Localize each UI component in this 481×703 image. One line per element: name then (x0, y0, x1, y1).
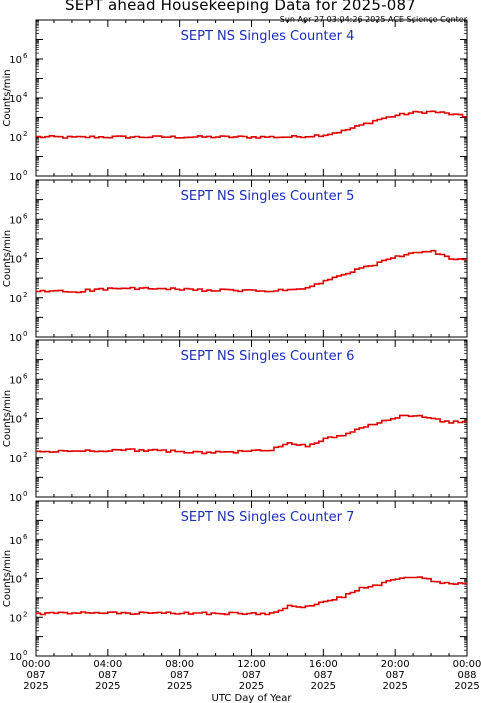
y-tick-label-base: 10 (9, 215, 22, 226)
panel-title: SEPT NS Singles Counter 5 (181, 189, 355, 204)
y-tick-label-base: 10 (9, 375, 22, 386)
y-tick-label-base: 10 (9, 94, 22, 105)
x-tick-label-day: 087 (386, 670, 405, 681)
y-tick-label-exponent: 4 (23, 91, 28, 99)
y-tick-label-base: 10 (9, 613, 22, 624)
y-tick-label-exponent: 4 (23, 572, 28, 580)
page-title: SEPT ahead Housekeeping Data for 2025-08… (65, 0, 416, 14)
y-tick-label-exponent: 0 (23, 330, 27, 338)
x-tick-label-time: 08:00 (165, 659, 194, 670)
x-tick-label-day: 087 (98, 670, 117, 681)
data-series-line (36, 110, 467, 139)
x-tick-label-year: 2025 (239, 681, 264, 692)
x-tick-label-year: 2025 (311, 681, 336, 692)
panel-title: SEPT NS Singles Counter 6 (181, 349, 355, 364)
y-axis-label: Counts/min (2, 69, 13, 126)
y-tick-label-exponent: 2 (23, 610, 27, 618)
y-tick-label-base: 10 (9, 536, 22, 547)
y-tick-label-base: 10 (9, 333, 22, 344)
x-tick-label-day: 087 (170, 670, 189, 681)
y-axis-label: Counts/min (2, 390, 13, 447)
y-tick-label-exponent: 4 (23, 412, 28, 420)
y-tick-label-base: 10 (9, 294, 22, 305)
y-tick-label-exponent: 2 (23, 130, 27, 138)
y-tick-label-base: 10 (9, 575, 22, 586)
x-tick-label-time: 00:00 (22, 659, 51, 670)
y-tick-label-exponent: 6 (23, 372, 28, 380)
panel-title: SEPT NS Singles Counter 7 (181, 510, 355, 525)
panel-title: SEPT NS Singles Counter 4 (181, 29, 355, 44)
y-tick-label-exponent: 0 (23, 490, 27, 498)
x-tick-label-year: 2025 (23, 681, 48, 692)
y-tick-label-base: 10 (9, 454, 22, 465)
y-tick-label-exponent: 4 (23, 252, 28, 260)
y-tick-label-exponent: 6 (23, 52, 28, 60)
x-tick-label-time: 04:00 (93, 659, 122, 670)
data-series-line (36, 414, 467, 455)
y-tick-label-exponent: 0 (23, 649, 27, 657)
x-tick-label-time: 12:00 (237, 659, 266, 670)
x-tick-label-day: 087 (242, 670, 261, 681)
y-tick-label-exponent: 6 (23, 212, 28, 220)
y-tick-label-base: 10 (9, 172, 22, 183)
y-tick-label-base: 10 (9, 55, 22, 66)
y-tick-label-base: 10 (9, 255, 22, 266)
x-tick-label-year: 2025 (382, 681, 407, 692)
y-tick-label-exponent: 2 (23, 291, 27, 299)
y-tick-label-exponent: 0 (23, 169, 27, 177)
x-tick-label-year: 2025 (167, 681, 192, 692)
x-tick-label-day: 088 (457, 670, 476, 681)
data-series-line (36, 576, 467, 616)
data-series-line (36, 249, 467, 294)
x-tick-label-day: 087 (26, 670, 45, 681)
x-tick-label-time: 20:00 (381, 659, 410, 670)
x-tick-label-day: 087 (314, 670, 333, 681)
y-axis-label: Counts/min (2, 550, 13, 607)
y-tick-label-base: 10 (9, 415, 22, 426)
x-tick-label-time: 16:00 (309, 659, 338, 670)
y-axis-label: Counts/min (2, 230, 13, 287)
x-tick-label-year: 2025 (454, 681, 479, 692)
x-tick-label-year: 2025 (95, 681, 120, 692)
y-tick-label-base: 10 (9, 652, 22, 663)
y-tick-label-exponent: 2 (23, 451, 27, 459)
y-tick-label-exponent: 6 (23, 533, 28, 541)
x-tick-label-time: 00:00 (453, 659, 481, 670)
y-tick-label-base: 10 (9, 133, 22, 144)
x-axis-label: UTC Day of Year (212, 693, 293, 703)
y-tick-label-base: 10 (9, 493, 22, 504)
